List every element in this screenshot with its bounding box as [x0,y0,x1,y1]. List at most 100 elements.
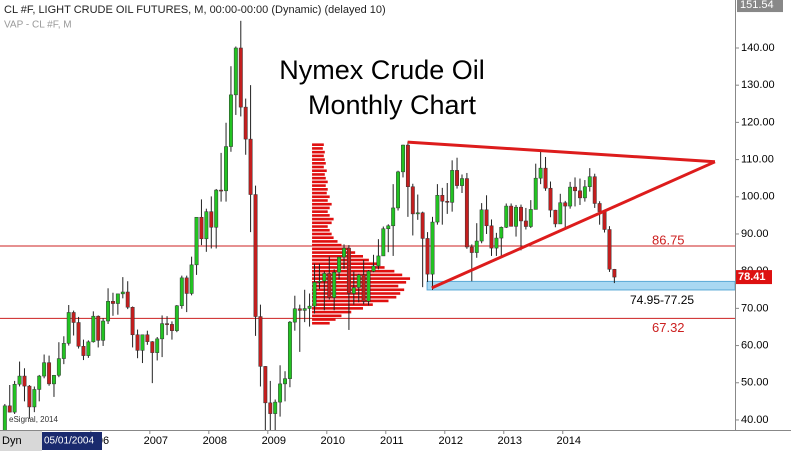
vap-bar [312,251,356,254]
vap-bar [312,232,332,236]
candle-body [597,203,602,212]
level-label: 86.75 [652,232,685,247]
candle-body [553,209,558,225]
candle-body [307,305,312,309]
candle-body [76,322,81,347]
candle-body [582,186,587,199]
candle-body [558,202,563,225]
candle-body [528,209,533,227]
interval-label[interactable]: Dyn [2,435,22,447]
candle-body [145,334,150,342]
y-tick-label: 110.00 [741,153,774,165]
candle-body [573,186,577,192]
candle-body [61,343,66,359]
vap-bar [312,269,395,273]
candle-body [514,206,518,227]
candle-body [587,176,592,187]
vap-bar [312,321,330,325]
candle-body [519,206,523,222]
annotation: Nymex Crude Oil [279,55,485,85]
vap-bar [312,236,334,239]
candle-body [474,240,479,253]
candle-body [386,225,391,230]
vap-bar [312,191,327,195]
x-tick-label: 2013 [498,435,522,447]
candle-body [548,187,553,211]
candle-body [101,320,106,341]
candle-body [209,211,214,228]
candle-body [233,47,238,96]
candle-body [47,362,52,385]
candle-body [297,308,302,311]
vap-bar [312,147,323,150]
candle-body [366,270,371,302]
date-box [42,432,102,450]
candle-body [396,171,401,209]
vap-bar [312,143,324,146]
candle-body [460,178,464,186]
candle-body [342,247,346,258]
candle-body [322,273,327,282]
trendline [431,160,716,290]
y-tick-label: 90.00 [741,228,769,240]
candle-body [258,316,263,367]
vap-bar [312,169,327,173]
scale-high-label: 151.54 [740,0,774,11]
candle-body [612,269,617,278]
candle-body [52,375,56,385]
candle-body [445,200,450,203]
candle-body [150,341,155,353]
candle-body [111,301,115,304]
x-tick-label: 2009 [262,435,286,447]
candle-body [27,385,32,408]
candle-body [194,216,199,266]
y-tick-label: 60.00 [741,339,769,351]
interval-box[interactable] [0,431,42,451]
candle-body [607,229,612,270]
candle-body [42,362,47,377]
candle-body [415,212,420,215]
candle-body [179,277,184,307]
candle-body [37,375,42,390]
candle-body [165,323,170,325]
candle-body [376,255,381,267]
candle-body [214,189,219,228]
y-tick-label: 40.00 [741,414,769,426]
vap-bar [312,292,401,295]
vap-bar [312,184,326,187]
vap-bar [312,307,364,310]
candle-body [450,170,455,203]
vap-bar [312,188,328,191]
vap-bar [312,161,326,165]
candle-body [327,273,332,298]
x-tick-label: 2011 [380,435,404,447]
candle-body [494,237,499,249]
scale-high-box [737,0,783,13]
x-tick-label: 2012 [439,435,463,447]
vap-bar [312,303,373,306]
candle-body [578,190,582,199]
candle-body [484,209,489,227]
vap-bar [312,247,350,251]
candle-body [440,195,445,202]
candle-body [12,383,17,413]
candle-body [430,221,435,275]
candle-body [32,389,37,408]
candle-body [135,334,140,351]
candle-body [361,274,366,302]
candle-body [337,256,342,273]
candle-body [273,401,278,414]
vap-bar [312,176,326,180]
vap-bar [312,202,332,206]
vap-bar [312,310,352,314]
vap-bar [312,288,405,292]
vap-bar [312,299,389,303]
vap-bar [312,284,399,288]
candle-body [346,247,351,294]
candle-body [332,272,337,298]
overlay: 151.54 78.41 05/01/2004 [42,0,783,450]
vap-bar [312,206,330,210]
candle-body [563,202,568,207]
candle-body [160,323,165,340]
candle-body [66,312,71,344]
